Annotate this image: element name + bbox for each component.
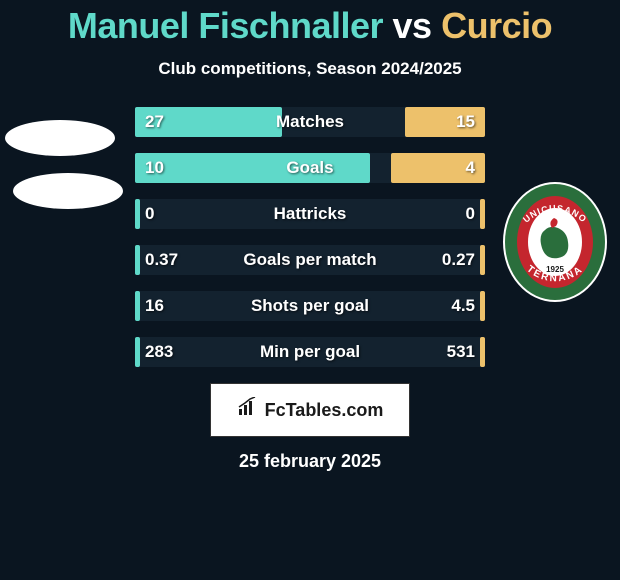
stat-label: Goals per match: [135, 250, 485, 270]
player1-club-placeholder: [13, 173, 123, 209]
fctables-icon: [237, 397, 259, 423]
stat-label: Goals: [135, 158, 485, 178]
club-year: 1925: [546, 265, 564, 274]
fctables-text: FcTables.com: [265, 400, 384, 421]
vs-text: vs: [393, 5, 432, 46]
stat-p2-value: 15: [456, 112, 475, 132]
stat-p2-value: 0.27: [442, 250, 475, 270]
stat-p2-value: 4: [466, 158, 475, 178]
player2-name: Curcio: [441, 5, 552, 46]
stat-p2-value: 531: [447, 342, 475, 362]
date-text: 25 february 2025: [0, 451, 620, 472]
stat-label: Matches: [135, 112, 485, 132]
subtitle: Club competitions, Season 2024/2025: [0, 59, 620, 79]
stat-p2-value: 4.5: [451, 296, 475, 316]
stats-table: 27 Matches 15 10 Goals 4 0 Hattricks 0 0…: [135, 107, 485, 367]
stat-row: 0.37 Goals per match 0.27: [135, 245, 485, 275]
stat-row: 10 Goals 4: [135, 153, 485, 183]
player1-avatar-placeholder: [5, 120, 115, 156]
stat-label: Shots per goal: [135, 296, 485, 316]
stat-row: 283 Min per goal 531: [135, 337, 485, 367]
stat-row: 0 Hattricks 0: [135, 199, 485, 229]
fctables-branding: FcTables.com: [210, 383, 410, 437]
stat-label: Hattricks: [135, 204, 485, 224]
stat-row: 16 Shots per goal 4.5: [135, 291, 485, 321]
stat-label: Min per goal: [135, 342, 485, 362]
stat-row: 27 Matches 15: [135, 107, 485, 137]
player1-name: Manuel Fischnaller: [68, 5, 383, 46]
comparison-title: Manuel Fischnaller vs Curcio: [0, 5, 620, 47]
stat-p2-value: 0: [466, 204, 475, 224]
player2-club-logo: UNICUSANO TERNANA 1925: [500, 180, 610, 310]
